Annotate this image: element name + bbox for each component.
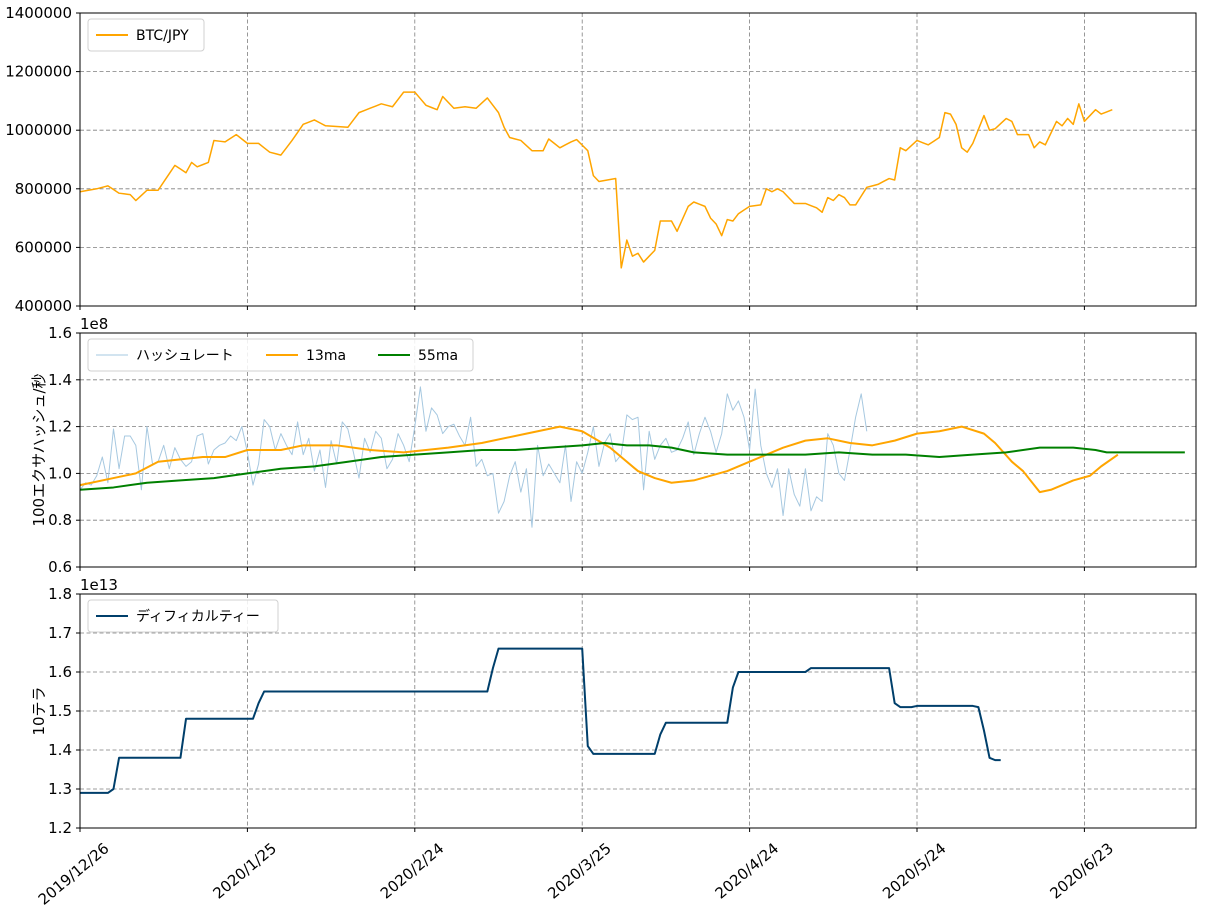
y-tick-label: 800000	[15, 180, 72, 198]
legend-label: ハッシュレート	[136, 348, 234, 364]
y-tick-label: 1.6	[48, 324, 72, 342]
legend-label: 13ma	[306, 348, 346, 364]
x-tick-label: 2020/1/25	[209, 839, 279, 902]
y-tick-label: 1200000	[5, 63, 72, 81]
hashrate-chart: 0.6 0.8 1.0 1.2 1.4 1.6 1e8 100エクサハッシュ/秒 ハッシュレート…	[30, 315, 1197, 576]
x-tick-label: 2020/4/24	[712, 839, 782, 902]
y-tick-label: 1.6	[48, 663, 72, 681]
y-tick-label: 0.8	[48, 511, 72, 529]
y-tick-label: 0.6	[48, 558, 72, 576]
y-tick-label: 1.0	[48, 464, 72, 482]
y-tick-label: 1000000	[5, 121, 72, 139]
legend-label: BTC/JPY	[136, 28, 189, 44]
y-tick-label: 1.5	[48, 702, 72, 720]
legend-box	[87, 599, 279, 633]
x-tick-label: 2020/6/23	[1046, 839, 1116, 902]
y-tick-label: 1.3	[48, 780, 72, 798]
legend-label: ディフィカルティー	[136, 608, 260, 625]
y-tick-label: 1.2	[48, 819, 72, 837]
y-axis-label: 100エクサハッシュ/秒	[30, 373, 48, 526]
series-line-BTC/JPY	[79, 91, 1113, 269]
x-tick-label: 2019/12/26	[35, 839, 113, 908]
axes-frame	[79, 332, 1197, 568]
difficulty-chart: 1.2 1.3 1.4 1.5 1.6 1.7 1.8 1e13 10テラ ディフィカルティー 20…	[30, 576, 1197, 909]
series-line-13ma	[79, 425, 1119, 494]
x-tick-label: 2020/2/24	[377, 839, 447, 902]
axis-offset-text: 1e13	[80, 576, 118, 594]
y-tick-label: 1.4	[48, 741, 72, 759]
y-tick-label: 1.8	[48, 585, 72, 603]
y-tick-label: 600000	[15, 238, 72, 256]
axes-frame	[79, 12, 1197, 307]
y-tick-label: 1.4	[48, 371, 72, 389]
y-tick-label: 1400000	[5, 4, 72, 22]
series-line-ディフィカルティー	[80, 647, 1001, 794]
axis-offset-text: 1e8	[80, 315, 108, 333]
price-chart: 400000 600000 800000 1000000 1200000 1400000 B…	[5, 4, 1197, 315]
y-axis-label: 10テラ	[30, 686, 48, 735]
axes-frame	[79, 593, 1197, 829]
series-line-55ma	[79, 441, 1185, 491]
y-tick-label: 400000	[15, 297, 72, 315]
legend-label: 55ma	[418, 348, 458, 364]
legend-box	[87, 18, 205, 52]
x-tick-label: 2020/5/24	[879, 839, 949, 902]
y-tick-label: 1.2	[48, 418, 72, 436]
y-tick-label: 1.7	[48, 624, 72, 642]
x-tick-label: 2020/3/25	[544, 839, 614, 902]
